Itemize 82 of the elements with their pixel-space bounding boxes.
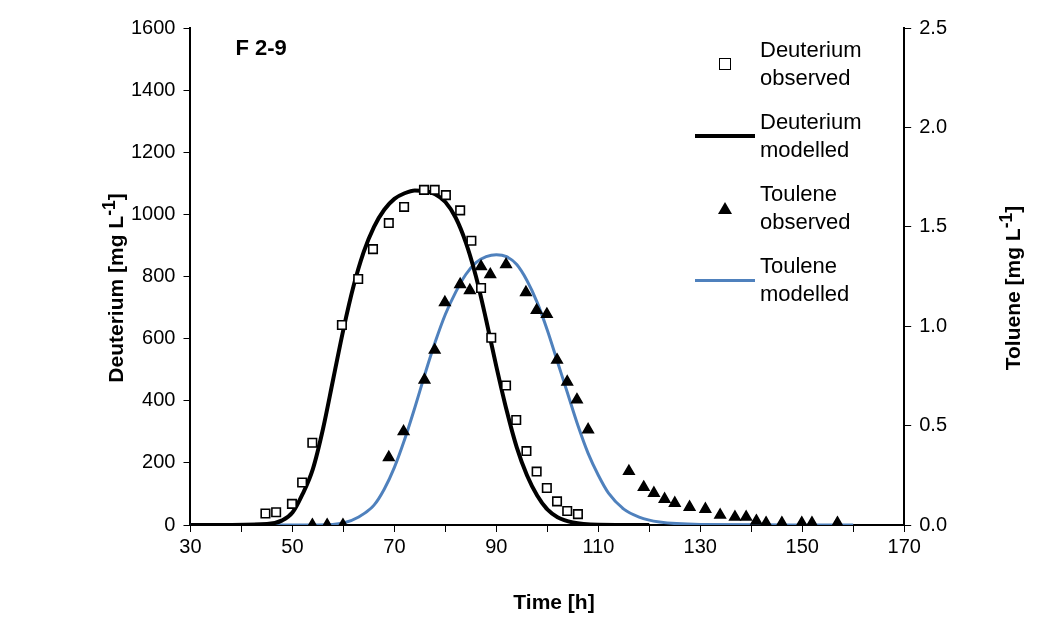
point (570, 392, 583, 404)
y2-tick-label: 1.0 (919, 313, 948, 336)
point (551, 353, 564, 364)
point (622, 464, 635, 476)
point (455, 205, 466, 216)
legend-label: Deuterium modelled (760, 108, 863, 164)
point (307, 437, 318, 448)
x-tick-label: 70 (383, 534, 406, 557)
point (476, 282, 487, 294)
point (399, 201, 410, 212)
x-tick-label: 30 (179, 534, 202, 557)
point (561, 375, 574, 386)
point (531, 466, 542, 477)
y-tick-label: 1200 (130, 139, 176, 162)
legend-label: Toulene observed (760, 180, 852, 236)
point (382, 450, 395, 462)
x-axis-title: Time [h] (512, 590, 596, 614)
point (750, 514, 763, 525)
point (551, 496, 563, 507)
point (562, 505, 573, 517)
y2-tick-label: 0.0 (919, 512, 948, 535)
legend-label: Deuterium observed (760, 36, 863, 92)
point (286, 498, 297, 509)
point (519, 285, 532, 297)
point (637, 480, 650, 492)
point (271, 507, 282, 518)
point (475, 259, 488, 271)
point (658, 492, 671, 503)
point (418, 373, 431, 384)
point (683, 500, 696, 511)
point (353, 273, 364, 285)
point (714, 508, 727, 519)
point (466, 235, 477, 246)
x-tick-label: 50 (281, 534, 304, 557)
point (428, 343, 441, 354)
y2-tick-label: 1.5 (919, 214, 948, 237)
x-tick-label: 170 (887, 534, 921, 557)
point (438, 295, 451, 307)
point (484, 267, 497, 279)
point (440, 190, 451, 201)
point (463, 283, 476, 295)
point (383, 218, 394, 229)
point (501, 380, 512, 391)
point (500, 257, 513, 269)
point (511, 414, 522, 426)
point (454, 277, 467, 289)
point (297, 477, 308, 488)
y-tick-label: 400 (142, 388, 176, 411)
y2-tick-label: 2.0 (919, 114, 948, 137)
y-tick-label: 1400 (130, 77, 176, 100)
point (668, 496, 681, 507)
point (397, 424, 410, 436)
y-tick-label: 200 (142, 450, 176, 473)
x-tick-label: 90 (485, 534, 508, 557)
point (540, 307, 553, 319)
point (486, 332, 497, 343)
y-tick-label: 0 (164, 512, 176, 535)
point (530, 303, 543, 315)
y2-tick-label: 0.5 (919, 413, 948, 436)
point (418, 184, 430, 195)
x-tick-label: 130 (683, 534, 717, 557)
point (740, 510, 753, 521)
y-tick-label: 1600 (130, 15, 176, 38)
annotation: F 2-9 (235, 35, 287, 61)
point (336, 319, 347, 330)
point (521, 446, 532, 457)
x-tick-label: 150 (785, 534, 819, 557)
point (367, 244, 379, 255)
point (572, 509, 583, 520)
point (647, 486, 660, 497)
point (699, 502, 712, 513)
y-tick-label: 600 (142, 326, 176, 349)
point (582, 422, 595, 434)
legend-label: Toulene modelled (760, 252, 851, 308)
y-tick-label: 800 (142, 264, 176, 287)
point (728, 510, 741, 521)
y-tick-label: 1000 (130, 201, 176, 224)
y2-tick-label: 2.5 (919, 15, 948, 38)
point (541, 482, 552, 494)
point (429, 184, 440, 195)
point (260, 508, 271, 519)
x-tick-label: 110 (582, 534, 615, 557)
